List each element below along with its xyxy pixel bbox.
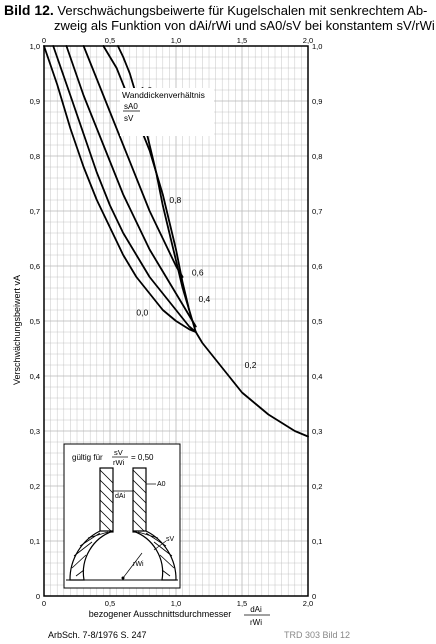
y-tick-label-left: 0,2 bbox=[30, 482, 40, 491]
curve-envelope bbox=[194, 331, 309, 438]
curve-label: 0,2 bbox=[245, 360, 257, 370]
y-tick-label-left: 0,8 bbox=[30, 152, 40, 161]
watermark: TRD 303 Bild 12 bbox=[284, 630, 351, 640]
x-tick-label-bottom: 2,0 bbox=[303, 599, 313, 608]
x-axis-label: bezogener Ausschnittsdurchmesser bbox=[89, 609, 232, 619]
title-line-2: zweig als Funktion von dAi/rWi und sA0/s… bbox=[54, 18, 435, 33]
inset-valid-label: gültig für bbox=[72, 453, 103, 462]
y-tick-label-right: 0,1 bbox=[312, 537, 322, 546]
x-tick-label-bottom: 0,5 bbox=[105, 599, 115, 608]
legend-frac-num: sA0 bbox=[124, 102, 138, 111]
y-tick-label-right: 0,7 bbox=[312, 207, 322, 216]
curve-1-0 bbox=[117, 45, 197, 333]
y-tick-label-left: 0,9 bbox=[30, 97, 40, 106]
inset-frac-den: rWi bbox=[113, 458, 125, 467]
curves bbox=[43, 45, 309, 438]
x-tick-label-top: 0,5 bbox=[105, 36, 115, 45]
x-axis-frac-den: rWi bbox=[250, 618, 262, 627]
curve-label: 0,8 bbox=[169, 195, 181, 205]
x-tick-label-bottom: 1,5 bbox=[237, 599, 247, 608]
source-note: ArbSch. 7-8/1976 S. 247 bbox=[48, 630, 147, 640]
inset-frac-value: = 0,50 bbox=[131, 453, 154, 462]
y-tick-label-right: 0,5 bbox=[312, 317, 322, 326]
y-tick-label-right: 0,3 bbox=[312, 427, 322, 436]
y-tick-label-left: 0,5 bbox=[30, 317, 40, 326]
y-tick-label-right: 0,2 bbox=[312, 482, 322, 491]
curve-0-4 bbox=[65, 45, 197, 328]
y-tick-label-left: 0,6 bbox=[30, 262, 40, 271]
x-axis-frac-num: dAi bbox=[250, 605, 262, 614]
inset-label-sV: sV bbox=[166, 536, 175, 543]
y-tick-label-right: 1,0 bbox=[312, 42, 322, 51]
y-tick-label-left: 0 bbox=[36, 592, 40, 601]
figure-label: Bild 12. bbox=[4, 2, 54, 18]
y-tick-label-left: 0,1 bbox=[30, 537, 40, 546]
y-tick-label-right: 0,8 bbox=[312, 152, 322, 161]
legend-title: Wanddickenverhältnis bbox=[122, 90, 205, 100]
y-axis-label: Verschwächungsbeiwert vA bbox=[12, 275, 22, 385]
tick-labels: 000,50,51,01,01,51,52,02,00 00,1 0,10,2 0,2… bbox=[30, 36, 323, 608]
curve-0-2 bbox=[52, 45, 197, 333]
y-tick-label-right: 0,6 bbox=[312, 262, 322, 271]
x-tick-label-bottom: 1,0 bbox=[171, 599, 181, 608]
y-tick-label-left: 0,7 bbox=[30, 207, 40, 216]
curve-0-0 bbox=[43, 45, 197, 333]
x-tick-label-top: 0 bbox=[42, 36, 46, 45]
x-tick-label-top: 1,5 bbox=[237, 36, 247, 45]
title-line-1: Verschwächungsbeiwerte für Kugelschalen … bbox=[57, 3, 428, 18]
y-tick-label-right: 0,4 bbox=[312, 372, 322, 381]
inset-label-sA0: A0 bbox=[157, 481, 166, 488]
y-tick-label-left: 0,3 bbox=[30, 427, 40, 436]
curve-label: 0,0 bbox=[136, 308, 148, 318]
curve-0-6 bbox=[82, 45, 184, 278]
x-tick-label-top: 1,0 bbox=[171, 36, 181, 45]
x-tick-label-top: 2,0 bbox=[303, 36, 313, 45]
legend: Wanddickenverhältnis sA0 sV bbox=[120, 88, 214, 136]
y-tick-label-right: 0 bbox=[312, 592, 316, 601]
curve-label: 0,4 bbox=[198, 294, 210, 304]
y-tick-label-right: 0,9 bbox=[312, 97, 322, 106]
y-tick-label-left: 1,0 bbox=[30, 42, 40, 51]
inset-label-rWi: rWi bbox=[133, 561, 144, 568]
inset-frac-num: sV bbox=[114, 448, 123, 457]
x-tick-label-bottom: 0 bbox=[42, 599, 46, 608]
curve-label: 0,6 bbox=[192, 267, 204, 277]
inset-label-dAi: dAi bbox=[115, 493, 126, 500]
inset-drawing: gültig für sV rWi = 0,50 dAi A0 sV rWi bbox=[63, 443, 181, 589]
y-tick-label-left: 0,4 bbox=[30, 372, 40, 381]
plot-frame bbox=[43, 45, 309, 597]
legend-frac-den: sV bbox=[124, 114, 134, 123]
